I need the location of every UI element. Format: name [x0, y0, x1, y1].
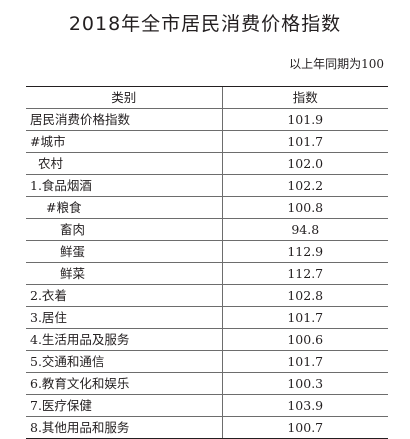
row-index-value: 102.0: [221, 152, 388, 175]
row-index-value: 100.8: [221, 196, 388, 219]
row-index-value: 112.7: [221, 262, 388, 285]
row-index-value: 94.8: [221, 218, 388, 241]
row-index-value: 100.3: [221, 372, 388, 395]
row-category: 6.教育文化和娱乐: [26, 372, 222, 395]
row-index-value: 102.8: [221, 284, 388, 307]
row-category: 农村: [26, 152, 222, 175]
price-index-table: 类别 指数 居民消费价格指数 101.9 #城市 101.7 农村 102.0 …: [26, 86, 388, 439]
table-row: 居民消费价格指数 101.9: [26, 108, 388, 131]
table-row: 3.居住 101.7: [26, 306, 388, 329]
row-category: 鲜蛋: [26, 240, 222, 263]
column-header-index: 指数: [221, 86, 388, 109]
table-row: 农村 102.0: [26, 152, 388, 175]
table-row: 4.生活用品及服务 100.6: [26, 328, 388, 351]
table-row: 2.衣着 102.8: [26, 284, 388, 307]
row-index-value: 101.7: [221, 306, 388, 329]
row-index-value: 101.9: [221, 108, 388, 131]
row-category: 5.交通和通信: [26, 350, 222, 373]
row-index-value: 100.6: [221, 328, 388, 351]
table-row: 6.教育文化和娱乐 100.3: [26, 372, 388, 395]
table-row: 1.食品烟酒 102.2: [26, 174, 388, 197]
table-row: 鲜菜 112.7: [26, 262, 388, 285]
table-header-row: 类别 指数: [26, 86, 388, 109]
row-category: 1.食品烟酒: [26, 174, 222, 197]
row-category: 居民消费价格指数: [26, 108, 222, 131]
row-index-value: 112.9: [221, 240, 388, 263]
row-category: 4.生活用品及服务: [26, 328, 222, 351]
column-header-category: 类别: [26, 86, 222, 109]
table-row: 鲜蛋 112.9: [26, 240, 388, 263]
row-index-value: 102.2: [221, 174, 388, 197]
table-title: 2018年全市居民消费价格指数: [68, 13, 342, 35]
row-index-value: 101.7: [221, 130, 388, 153]
base-note: 以上年同期为100: [289, 57, 384, 71]
row-index-value: 103.9: [221, 394, 388, 417]
row-category: 8.其他用品和服务: [26, 416, 222, 439]
row-category: 7.医疗保健: [26, 394, 222, 417]
table-row: #粮食 100.8: [26, 196, 388, 219]
row-index-value: 100.7: [221, 416, 388, 439]
table-row: 8.其他用品和服务 100.7: [26, 416, 388, 439]
table-row: 畜肉 94.8: [26, 218, 388, 241]
table-row: 7.医疗保健 103.9: [26, 394, 388, 417]
row-category: 鲜菜: [26, 262, 222, 285]
row-category: 3.居住: [26, 306, 222, 329]
row-index-value: 101.7: [221, 350, 388, 373]
table-row: 5.交通和通信 101.7: [26, 350, 388, 373]
row-category: 2.衣着: [26, 284, 222, 307]
row-category: 畜肉: [26, 218, 222, 241]
row-category: #城市: [26, 130, 222, 153]
row-category: #粮食: [26, 196, 222, 219]
table-row: #城市 101.7: [26, 130, 388, 153]
